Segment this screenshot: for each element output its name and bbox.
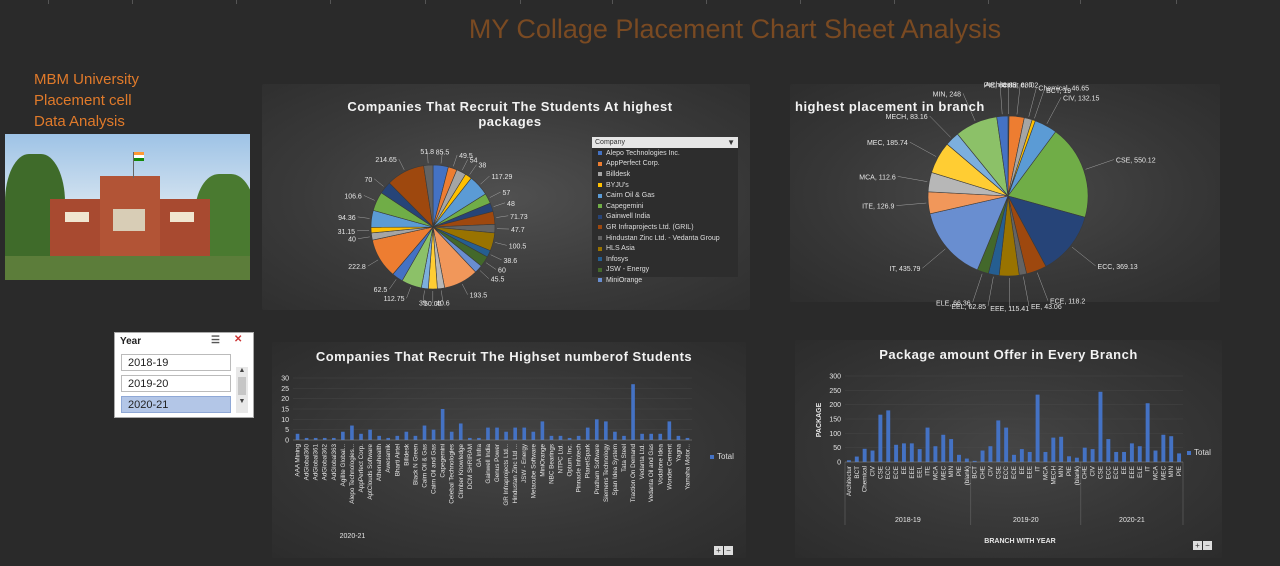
students-expand-buttons[interactable]: + − <box>714 546 733 555</box>
pie-data-label: EEL, 62.85 <box>951 304 986 311</box>
legend-header[interactable]: Company ▼ <box>592 137 738 148</box>
branch-pie-panel[interactable] <box>790 84 1220 302</box>
placement-cell-label: Placement cell <box>34 92 132 109</box>
legend-label: JSW - Energy <box>606 266 650 274</box>
company-pie-title: Companies That Recruit The Students At h… <box>347 99 673 129</box>
legend-item: Cairn Oil & Gas <box>592 190 738 201</box>
multi-select-icon[interactable]: ☰ <box>211 335 220 346</box>
legend-label: MiniOrange <box>606 276 643 284</box>
legend-label: Alepo Technologies Inc. <box>606 149 680 157</box>
students-legend-label: Total <box>717 452 734 461</box>
package-bar-title: Package amount Offer in Every Branch <box>879 347 1138 362</box>
legend-swatch <box>598 204 602 209</box>
year-slicer[interactable]: Year ☰ ✕ 2018-19 2019-20 2020-21 ▲ ▼ <box>114 332 254 418</box>
slicer-item-2020-21[interactable]: 2020-21 <box>121 396 231 413</box>
scroll-up-icon[interactable]: ▲ <box>238 367 246 374</box>
legend-swatch <box>598 214 602 219</box>
legend-item: AppPerfect Corp. <box>592 159 738 170</box>
legend-item: Capegemini <box>592 201 738 212</box>
legend-item: HLS Asia <box>592 243 738 254</box>
legend-swatch <box>598 193 602 198</box>
legend-item: Billdesk <box>592 169 738 180</box>
legend-header-text: Company <box>595 139 625 146</box>
legend-item: Infosys <box>592 254 738 265</box>
legend-label: HLS Asia <box>606 245 635 253</box>
legend-item: Hindustan Zinc Ltd. - Vedanta Group <box>592 233 738 244</box>
legend-item: Alepo Technologies Inc. <box>592 148 738 159</box>
legend-swatch <box>1187 450 1191 455</box>
legend-label: BYJU's <box>606 181 629 189</box>
students-bar-panel[interactable] <box>272 342 746 558</box>
students-legend: Total <box>710 452 734 461</box>
collapse-icon[interactable]: − <box>724 546 733 555</box>
legend-label: Capegemini <box>606 202 644 210</box>
expand-icon[interactable]: + <box>714 546 723 555</box>
pie-data-label: EE, 43.06 <box>1031 304 1062 311</box>
legend-item: MiniOrange <box>592 275 738 286</box>
branch-pie-title: highest placement in branch <box>795 99 985 114</box>
data-analysis-label: Data Analysis <box>34 113 125 130</box>
legend-swatch <box>598 236 602 241</box>
slicer-scrollbar[interactable]: ▲ ▼ <box>236 367 248 413</box>
package-bar-panel[interactable] <box>795 340 1222 558</box>
legend-label: AppPerfect Corp. <box>606 160 660 168</box>
scroll-down-icon[interactable]: ▼ <box>238 398 246 405</box>
legend-item: GR Infraprojects Ltd. (GRIL) <box>592 222 738 233</box>
legend-label: Gainwell India <box>606 213 650 221</box>
dashboard-title: MY Collage Placement Chart Sheet Analysi… <box>468 14 1002 44</box>
legend-item: Gainwell India <box>592 212 738 223</box>
legend-label: Cairn Oil & Gas <box>606 192 655 200</box>
legend-label: Billdesk <box>606 170 631 178</box>
slicer-title: Year ☰ ✕ <box>115 333 253 350</box>
legend-swatch <box>598 161 602 166</box>
legend-swatch <box>710 454 714 459</box>
legend-item: BYJU's <box>592 180 738 191</box>
clear-filter-icon[interactable]: ✕ <box>234 334 243 345</box>
campus-photo <box>5 134 250 280</box>
slicer-title-text: Year <box>120 336 142 347</box>
legend-swatch <box>598 257 602 262</box>
legend-swatch <box>598 225 602 230</box>
legend-swatch <box>598 172 602 177</box>
legend-swatch <box>598 278 602 283</box>
legend-item: JSW - Energy <box>592 265 738 276</box>
package-expand-buttons[interactable]: + − <box>1193 541 1212 550</box>
legend-label: Infosys <box>606 255 629 263</box>
university-label: MBM University <box>34 71 140 88</box>
legend-swatch <box>598 246 602 251</box>
legend-label: Hindustan Zinc Ltd. - Vedanta Group <box>606 234 720 242</box>
legend-swatch <box>598 267 602 272</box>
package-legend: Total <box>1187 448 1211 457</box>
expand-icon[interactable]: + <box>1193 541 1202 550</box>
slicer-item-2018-19[interactable]: 2018-19 <box>121 354 231 371</box>
students-bar-title: Companies That Recruit The Highset numbe… <box>315 349 693 364</box>
company-legend: Company ▼ Alepo Technologies Inc. AppPerf… <box>592 137 738 284</box>
collapse-icon[interactable]: − <box>1203 541 1212 550</box>
filter-icon[interactable]: ▼ <box>727 138 735 147</box>
legend-label: GR Infraprojects Ltd. (GRIL) <box>606 223 694 231</box>
legend-swatch <box>598 151 602 156</box>
legend-swatch <box>598 183 602 188</box>
slicer-item-2019-20[interactable]: 2019-20 <box>121 375 231 392</box>
pie-data-label: EEE, 115.41 <box>990 306 1029 313</box>
package-legend-label: Total <box>1194 448 1211 457</box>
